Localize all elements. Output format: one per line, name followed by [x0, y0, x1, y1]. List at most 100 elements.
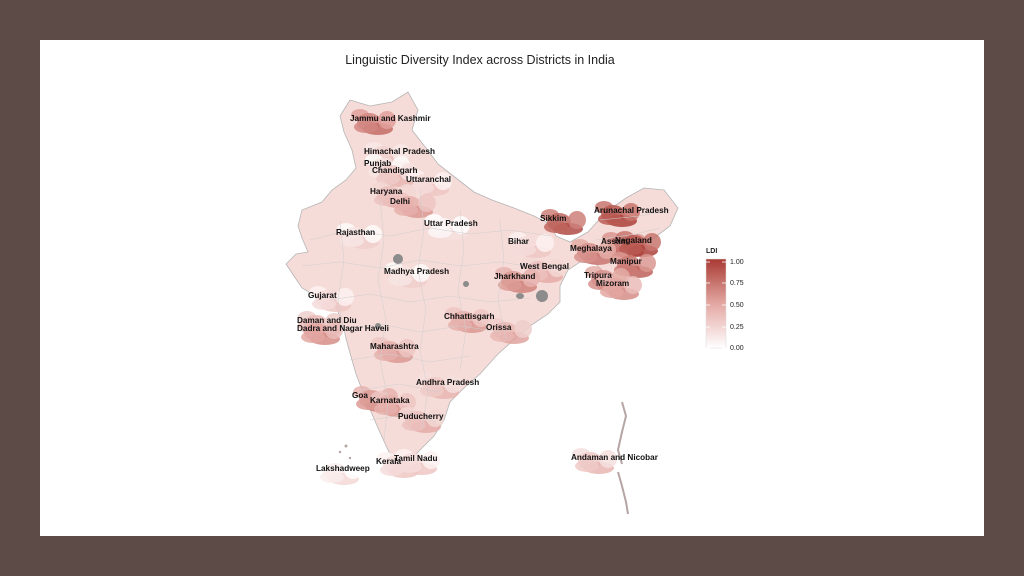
district-patch	[344, 461, 362, 479]
district-patch	[643, 233, 661, 251]
label-uttaranchal: Uttaranchal	[406, 175, 451, 184]
state-labels: Jammu and Kashmir Himachal Pradesh Punja…	[297, 114, 669, 473]
district-patch	[325, 321, 343, 339]
district-patch	[374, 403, 398, 415]
district-patch	[638, 254, 656, 272]
district-patch	[544, 221, 568, 233]
district-patch	[301, 331, 325, 343]
district-patch	[364, 225, 382, 243]
district-patch	[422, 451, 440, 469]
district-patch	[398, 339, 416, 357]
missing-data-marks	[375, 254, 548, 329]
district-patch	[378, 111, 396, 129]
district-patch	[336, 288, 354, 306]
label-orissa: Orissa	[486, 323, 512, 332]
district-patch	[420, 385, 444, 397]
district-patch	[448, 319, 472, 331]
label-jharkhand: Jharkhand	[494, 272, 535, 281]
label-puducherry: Puducherry	[398, 412, 444, 421]
label-kerala: Kerala	[376, 457, 401, 466]
label-maharashtra: Maharashtra	[370, 342, 419, 351]
label-tripura: Tripura	[584, 271, 612, 280]
district-patch	[536, 234, 554, 252]
legend-title: LDI	[706, 248, 717, 255]
label-punjab: Punjab	[364, 159, 391, 168]
district-patch	[619, 243, 643, 255]
label-sikkim: Sikkim	[540, 214, 566, 223]
district-patch	[598, 241, 616, 259]
district-patch	[574, 251, 598, 263]
legend-colorbar	[705, 258, 727, 349]
district-patch	[599, 450, 617, 468]
district-patch	[376, 173, 400, 185]
label-arunachal-pradesh: Arunachal Pradesh	[594, 206, 669, 215]
label-andhra-pradesh: Andhra Pradesh	[416, 378, 479, 387]
map-title: Linguistic Diversity Index across Distri…	[345, 53, 615, 67]
label-karnataka: Karnataka	[370, 396, 410, 405]
district-patch	[600, 286, 624, 298]
islands	[338, 401, 629, 515]
label-delhi: Delhi	[390, 197, 410, 206]
district-patch	[428, 226, 452, 238]
district-patch	[624, 276, 642, 294]
district-patch	[498, 279, 522, 291]
label-tamil-nadu: Tamil Nadu	[394, 454, 438, 463]
district-patch	[490, 330, 514, 342]
district-borders	[301, 189, 671, 441]
label-west-bengal: West Bengal	[520, 262, 569, 271]
label-assam: Assam	[601, 237, 628, 246]
label-madhya-pradesh: Madhya Pradesh	[384, 267, 449, 276]
legend-tick-075: 0.75	[730, 280, 744, 287]
district-patch	[568, 211, 586, 229]
district-patch	[340, 235, 364, 247]
district-patch	[402, 419, 426, 431]
district-patch	[418, 194, 436, 212]
label-goa: Goa	[352, 391, 368, 400]
district-patch	[444, 375, 462, 393]
district-patch	[522, 269, 540, 287]
label-dadra-and-nagar-haveli: Dadra and Nagar Haveli	[297, 324, 389, 333]
andaman-islands	[616, 401, 628, 465]
district-patch	[452, 216, 470, 234]
figure-panel: Linguistic Diversity Index across Distri…	[40, 40, 984, 536]
label-mizoram: Mizoram	[596, 279, 629, 288]
district-patch	[388, 274, 412, 286]
nicobar-islands	[617, 471, 629, 515]
district-patch	[575, 460, 599, 472]
district-patch	[398, 461, 422, 473]
district-patch	[434, 172, 452, 190]
district-patch	[398, 393, 416, 411]
district-patch	[426, 409, 444, 427]
district-patch	[374, 349, 398, 361]
label-haryana: Haryana	[370, 187, 403, 196]
district-patch	[512, 244, 536, 256]
label-andaman-and-nicobar: Andaman and Nicobar	[571, 453, 659, 462]
district-patch	[410, 182, 434, 194]
district-patch	[548, 259, 566, 277]
ldi-legend: LDI 1.00 0.75 0.50 0.25 0.00	[705, 248, 744, 352]
label-gujarat: Gujarat	[308, 291, 337, 300]
label-chandigarh: Chandigarh	[372, 166, 418, 175]
label-jammu-and-kashmir: Jammu and Kashmir	[350, 114, 431, 123]
label-daman-and-diu: Daman and Diu	[297, 316, 357, 325]
label-himachal-pradesh: Himachal Pradesh	[364, 147, 435, 156]
label-nagaland: Nagaland	[615, 236, 652, 245]
district-patch	[312, 298, 336, 310]
label-rajasthan: Rajasthan	[336, 228, 375, 237]
legend-tick-025: 0.25	[730, 324, 744, 331]
legend-tick-100: 1.00	[730, 259, 744, 266]
district-patch	[472, 309, 490, 327]
label-uttar-pradesh: Uttar Pradesh	[424, 219, 478, 228]
label-bihar: Bihar	[508, 237, 530, 246]
label-manipur: Manipur	[610, 257, 643, 266]
district-patch	[354, 121, 378, 133]
label-chhattisgarh: Chhattisgarh	[444, 312, 495, 321]
india-district-map: Jammu and Kashmir Himachal Pradesh Punja…	[285, 91, 744, 515]
district-patch	[394, 204, 418, 216]
district-shading	[298, 109, 661, 485]
label-lakshadweep: Lakshadweep	[316, 464, 370, 473]
district-patch	[320, 471, 344, 483]
district-patch	[412, 264, 430, 282]
legend-tick-050: 0.50	[730, 302, 744, 309]
district-patch	[514, 320, 532, 338]
